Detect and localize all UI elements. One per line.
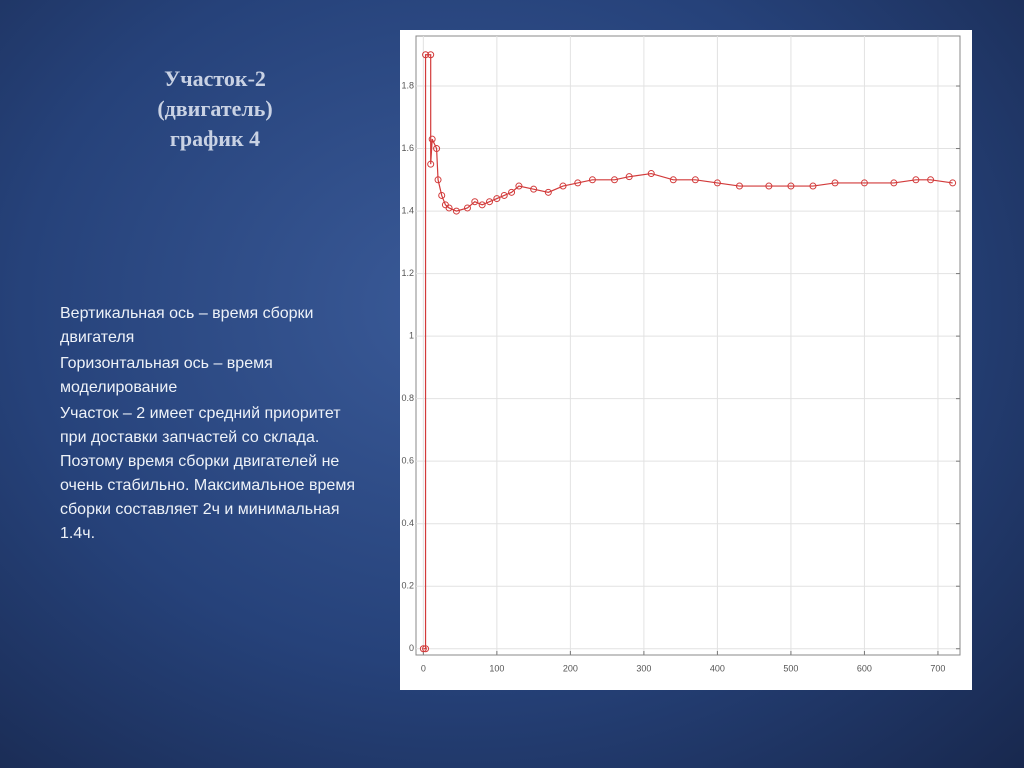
- x-tick-label: 0: [421, 663, 426, 673]
- chart-panel: [400, 30, 972, 690]
- x-tick-label: 700: [930, 663, 945, 673]
- title-line: Участок-2: [164, 66, 266, 91]
- y-tick-label: 0.2: [401, 581, 414, 591]
- data-point: [669, 176, 677, 184]
- data-point: [691, 176, 699, 184]
- data-point: [478, 201, 486, 209]
- y-tick-label: 0.6: [401, 456, 414, 466]
- data-point: [427, 51, 435, 59]
- title-line: график 4: [169, 126, 261, 151]
- data-point: [422, 645, 430, 653]
- data-line: [423, 54, 953, 650]
- data-point: [508, 188, 516, 196]
- data-point: [427, 160, 435, 168]
- data-point: [949, 179, 957, 187]
- data-point: [927, 176, 935, 184]
- data-point: [500, 191, 508, 199]
- data-point: [428, 135, 436, 143]
- data-point: [625, 173, 633, 181]
- x-tick-label: 400: [710, 663, 725, 673]
- paragraph: Участок – 2 имеет средний приоритет при …: [60, 405, 355, 542]
- data-point: [588, 176, 596, 184]
- data-point: [463, 204, 471, 212]
- data-point: [912, 176, 920, 184]
- data-point: [530, 185, 538, 193]
- data-point: [452, 207, 460, 215]
- y-tick-label: 1.6: [401, 143, 414, 153]
- data-point: [544, 188, 552, 196]
- data-point: [493, 195, 501, 203]
- x-tick-label: 100: [489, 663, 504, 673]
- data-point: [765, 182, 773, 190]
- data-point: [735, 182, 743, 190]
- data-point: [831, 179, 839, 187]
- data-point: [787, 182, 795, 190]
- data-point: [610, 176, 618, 184]
- y-tick-label: 0.4: [401, 518, 414, 528]
- x-tick-label: 200: [563, 663, 578, 673]
- data-point: [438, 191, 446, 199]
- data-point: [809, 182, 817, 190]
- data-point: [860, 179, 868, 187]
- paragraph: Горизонтальная ось – время моделирование: [60, 355, 273, 396]
- chart: 0 0.2 0.4 0.6 0.8 1 1.2 1.4 1.6 1.8 0 100 200 300 400 5…: [400, 30, 972, 690]
- plot-frame: [415, 35, 961, 656]
- y-tick-label: 1.4: [401, 205, 414, 215]
- y-tick-label: 1.2: [401, 268, 414, 278]
- data-point: [574, 179, 582, 187]
- x-tick-label: 600: [857, 663, 872, 673]
- data-point: [419, 645, 427, 653]
- data-point: [647, 170, 655, 178]
- data-point: [890, 179, 898, 187]
- y-tick-label: 1: [409, 330, 414, 340]
- data-point: [486, 198, 494, 206]
- x-tick-label: 500: [783, 663, 798, 673]
- slide-title: Участок-2 (двигатель) график 4: [110, 64, 320, 154]
- y-tick-label: 1.8: [401, 80, 414, 90]
- data-point: [434, 176, 442, 184]
- y-tick-label: 0.8: [401, 393, 414, 403]
- title-line: (двигатель): [157, 96, 273, 121]
- slide-body: Вертикальная ось – время сборки двигател…: [60, 302, 365, 548]
- data-point: [433, 145, 441, 153]
- x-tick-label: 300: [636, 663, 651, 673]
- data-point: [515, 182, 523, 190]
- data-point: [713, 179, 721, 187]
- paragraph: Вертикальная ось – время сборки двигател…: [60, 305, 314, 346]
- data-point: [422, 51, 430, 59]
- data-point: [471, 198, 479, 206]
- y-tick-label: 0: [409, 643, 414, 653]
- data-point: [559, 182, 567, 190]
- data-point: [445, 204, 453, 212]
